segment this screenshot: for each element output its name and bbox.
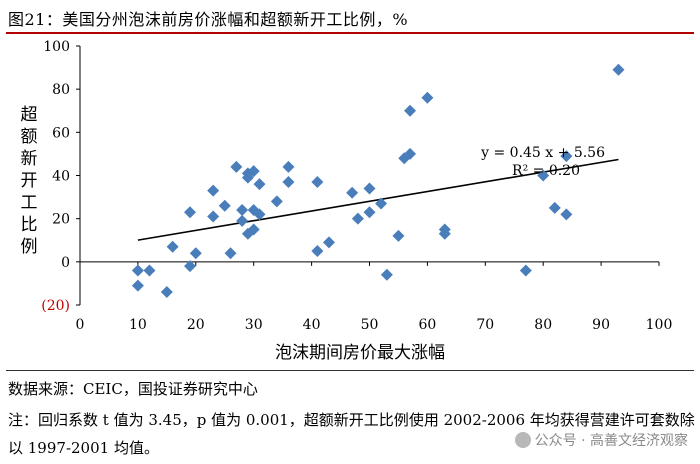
data-point [131,264,144,277]
x-tick-label: 30 [245,317,263,333]
x-tick-label: 50 [361,317,379,333]
y-tick-label: 40 [52,169,70,185]
y-tick-label: 0 [61,255,70,271]
x-tick-label: 40 [303,317,321,333]
data-point [282,160,295,173]
data-point [519,264,532,277]
data-point [612,63,625,76]
data-point [241,171,254,184]
data-point [375,197,388,210]
data-point [363,206,376,219]
data-point [247,204,260,217]
axes [76,45,660,306]
x-tick-label: 90 [592,317,610,333]
data-point [247,223,260,236]
data-point [351,212,364,225]
data-point [421,91,434,104]
r-squared: R² = 0.20 [512,163,580,179]
y-tick-label: 80 [52,82,70,98]
data-point [322,236,335,249]
data-point [218,199,231,212]
x-tick-label: 80 [534,317,552,333]
data-point [230,160,243,173]
data-point [438,223,451,236]
data-point [392,229,405,242]
wechat-icon [514,432,531,448]
data-points [131,63,625,299]
data-point [380,268,393,281]
data-point [548,201,561,214]
trendline [137,158,619,241]
data-point [166,240,179,253]
data-point [247,165,260,178]
x-tick-label: 10 [129,317,147,333]
x-tick-label: 0 [76,317,85,333]
data-point [346,186,359,199]
x-tick-label: 60 [418,317,436,333]
y-tick-label: 100 [43,39,70,55]
y-axis-label: 超额新开工比例 [20,105,38,257]
data-point [253,208,266,221]
data-source: 数据来源：CEIC，国投证券研究中心 [8,380,258,398]
data-point [363,182,376,195]
tick-labels: 0 10 20 30 40 50 60 70 80 90 100 (20) 0 20 40 60 80 100 [41,39,672,333]
data-point [224,247,237,260]
x-axis-label: 泡沫期间房价最大涨幅 [275,343,445,363]
data-point [207,210,220,223]
data-point [207,184,220,197]
data-point [404,104,417,117]
data-point [560,208,573,221]
watermark-text: 公众号 · 高善文经济观察 [534,433,688,449]
data-point [236,204,249,217]
chart-title: 图21：美国分州泡沫前房价涨幅和超额新开工比例，% [8,10,409,29]
data-point [311,245,324,258]
data-point [537,169,550,182]
y-tick-label: 20 [52,212,70,228]
data-point [184,206,197,219]
x-tick-label: 70 [476,317,494,333]
regression-equation: y = 0.45 x + 5.56 [480,145,605,161]
x-tick-label: 100 [646,317,673,333]
data-point [184,260,197,273]
footer-divider [6,370,694,371]
watermark: 公众号 · 高善文经济观察 [514,430,688,450]
x-tick-label: 20 [187,317,205,333]
data-point [236,214,249,227]
data-point [143,264,156,277]
y-tick-label: 60 [52,125,70,141]
data-point [311,175,324,188]
title-divider [6,32,694,34]
data-point [253,178,266,191]
data-point [131,279,144,292]
data-point [560,150,573,163]
data-point [270,195,283,208]
data-point [404,147,417,160]
data-point [160,286,173,299]
footnote: 注：回归系数 t 值为 3.45，p 值为 0.001，超额新开工比例使用 20… [8,411,695,457]
data-point [282,175,295,188]
y-tick-label: (20) [41,298,70,314]
regression-annotation: y = 0.45 x + 5.56 R² = 0.20 [480,145,605,179]
data-point [189,247,202,260]
trendline-group [137,158,619,241]
